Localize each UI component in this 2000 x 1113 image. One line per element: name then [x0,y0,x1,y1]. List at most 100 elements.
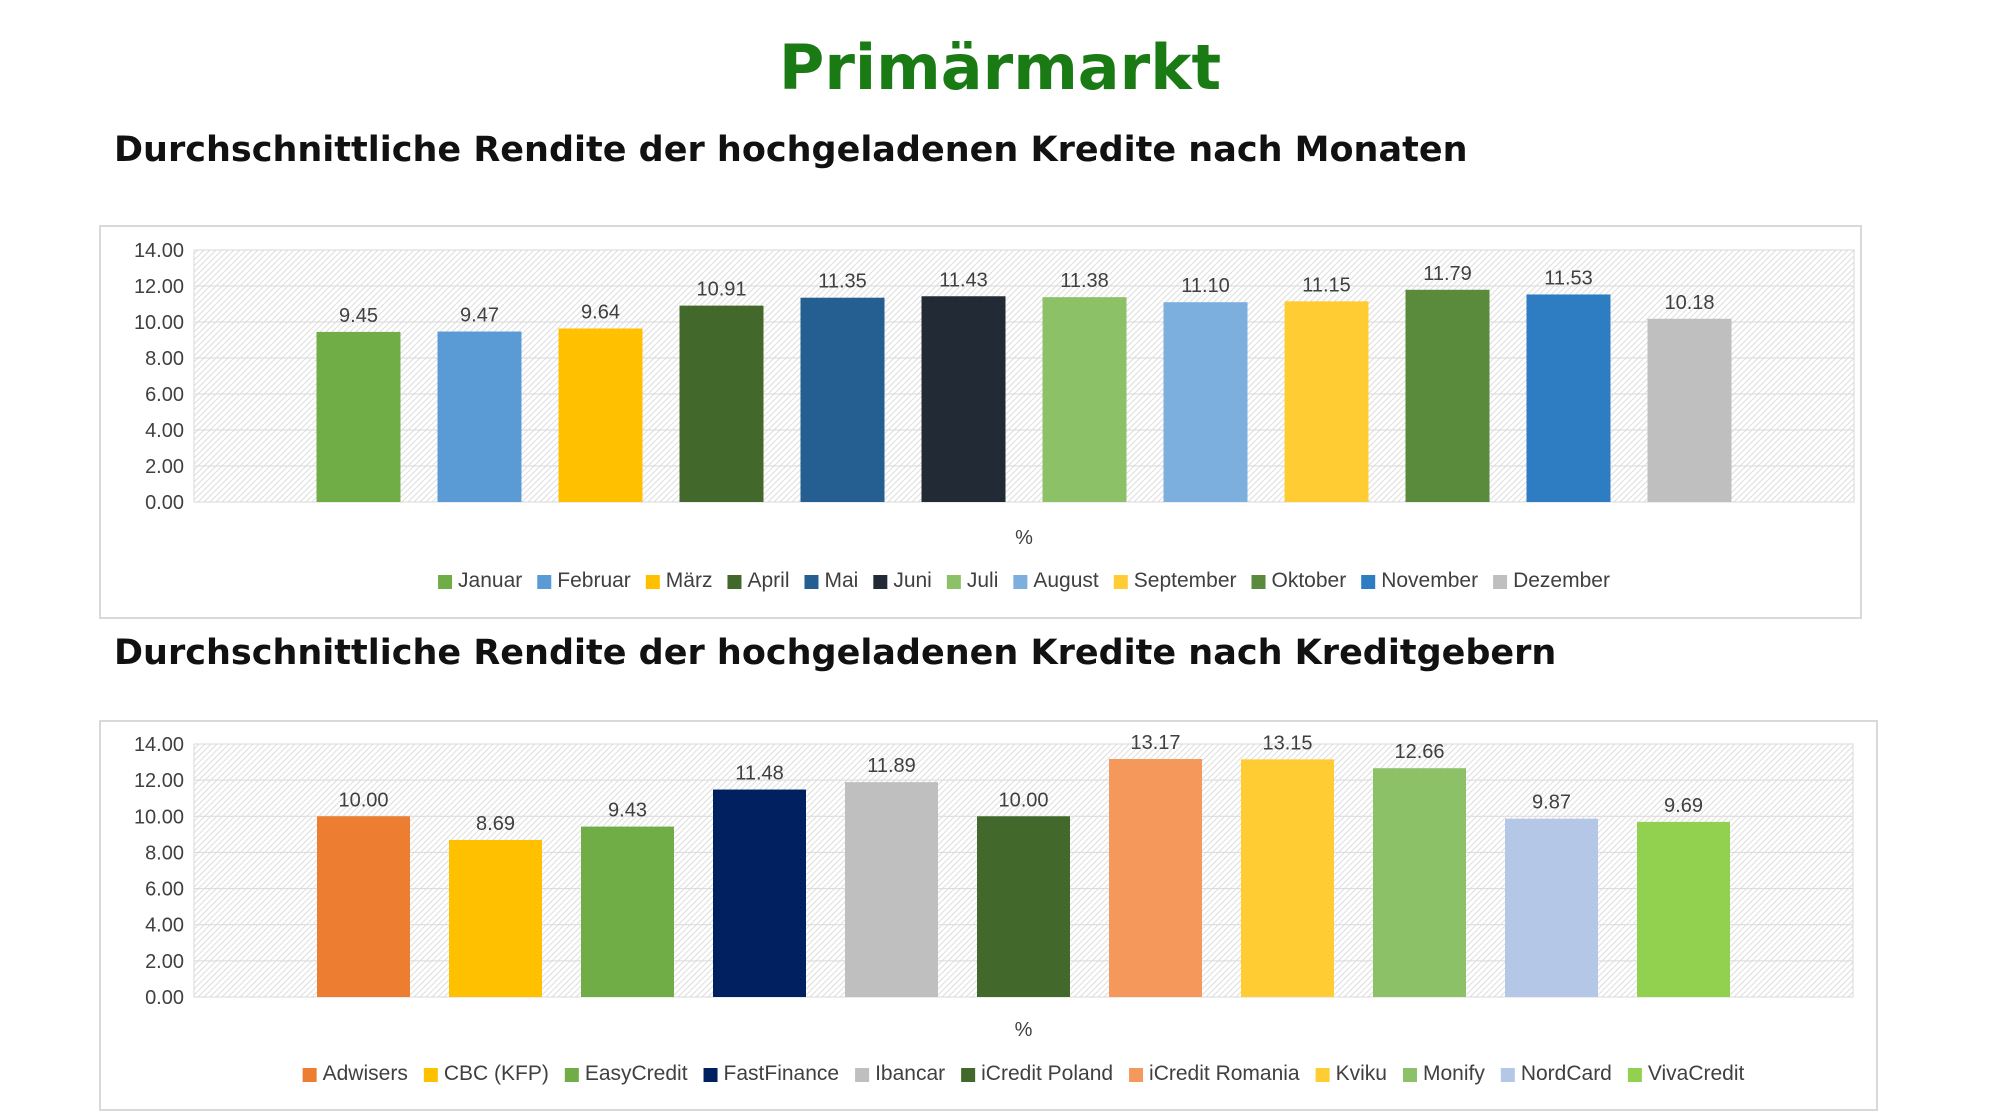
legend-swatch [1500,1068,1515,1082]
month-bar [437,331,522,502]
y-tick-label: 2.00 [145,951,184,973]
lender-bar [1637,821,1730,997]
monthly-chart-frame: 0.00 2.00 4.00 6.00 8.00 10.00 12.00 14.00 9.45 9… [99,225,1862,619]
legend-label: iCredit Poland [981,1062,1113,1085]
y-tick-label: 4.00 [145,915,184,937]
lender-data-label: 9.69 [1664,795,1703,817]
legend-label: VivaCredit [1648,1062,1745,1085]
legend-label: Kviku [1336,1062,1387,1085]
legend-swatch [946,575,961,589]
month-data-label: 9.64 [581,301,620,323]
legend-label: Juni [893,569,932,592]
lender-data-label: 13.15 [1262,732,1312,754]
lender-bar [713,789,806,997]
legend-label: iCredit Romania [1149,1062,1300,1085]
lender-bar [581,826,674,997]
legend-label: FastFinance [724,1062,840,1085]
lender-data-label: 12.66 [1394,741,1444,763]
legend-swatch [564,1068,579,1082]
lender-bar [449,839,542,997]
lender-data-label: 10.00 [998,789,1048,811]
lender-data-label: 8.69 [476,813,515,835]
legend-label: Dezember [1513,569,1610,592]
month-bar [1647,318,1732,502]
legend-label: April [747,569,789,592]
lender-data-label: 10.00 [338,789,388,811]
legend-swatch [1129,1068,1144,1082]
legend-label: März [666,569,713,592]
y-tick-label: 0.00 [145,987,184,1009]
month-data-label: 11.10 [1181,275,1230,297]
y-tick-label: 12.00 [134,770,184,792]
month-data-label: 11.43 [939,269,988,291]
y-tick-label: 2.00 [145,456,184,478]
month-data-label: 9.47 [460,305,499,327]
monthly-chart-title: Durchschnittliche Rendite der hochgelade… [114,130,1468,170]
month-data-label: 11.15 [1302,274,1351,296]
y-tick-label: 10.00 [134,806,184,828]
legend-swatch [855,1068,870,1082]
legend-swatch [1493,575,1508,589]
page-title: Primärmarkt [778,31,1222,104]
legend-label: NordCard [1521,1062,1612,1085]
lender-data-label: 9.87 [1532,792,1571,814]
legend-swatch [302,1068,317,1082]
month-bar [1405,289,1490,502]
y-tick-label: 4.00 [145,420,184,442]
lender-bar [317,816,410,997]
month-bar [1526,294,1611,502]
legend-swatch [1013,575,1028,589]
y-tick-label: 8.00 [145,842,184,864]
legend-swatch [1315,1068,1330,1082]
legend-swatch [1627,1068,1642,1082]
legend-label: Mai [824,569,858,592]
month-data-label: 11.35 [818,271,867,293]
legend-swatch [537,575,552,589]
legend-label: Januar [458,569,522,592]
month-data-label: 11.79 [1423,263,1472,285]
lender-bar [1109,758,1202,997]
legend-swatch [804,575,819,589]
legend-label: Februar [557,569,631,592]
legend-label: Adwisers [323,1062,408,1085]
month-bar [800,297,885,502]
legend-swatch [873,575,888,589]
lender-bar [845,782,938,997]
legend-label: Ibancar [875,1062,945,1085]
legend-swatch [1113,575,1128,589]
lender-data-label: 13.17 [1130,732,1180,754]
lender-chart-frame: 0.00 2.00 4.00 6.00 8.00 10.00 12.00 14.00 10.00… [99,720,1878,1111]
legend-label: November [1381,569,1478,592]
legend-swatch [423,1068,438,1082]
monthly-yield-chart: 0.00 2.00 4.00 6.00 8.00 10.00 12.00 14.00 9.45 9… [134,240,1855,592]
legend-label: Oktober [1272,569,1347,592]
month-data-label: 10.91 [696,279,746,301]
lender-yield-chart: 0.00 2.00 4.00 6.00 8.00 10.00 12.00 14.00 10.00… [134,732,1854,1085]
legend-swatch [1402,1068,1417,1082]
month-data-label: 9.45 [339,305,378,327]
month-bar [921,296,1006,502]
legend-label: CBC (KFP) [444,1062,549,1085]
legend-label: Juli [967,569,999,592]
x-axis-title: % [1015,1019,1033,1041]
legend-swatch [703,1068,718,1082]
y-tick-label: 0.00 [145,492,184,514]
x-axis-title: % [1015,527,1033,549]
lender-data-label: 9.43 [608,800,647,822]
lender-bar [977,816,1070,997]
month-bar [679,305,764,502]
month-bar [1042,297,1127,502]
y-tick-label: 10.00 [134,312,184,334]
legend-label: August [1033,569,1099,592]
lender-data-label: 11.89 [867,755,916,777]
lender-data-label: 11.48 [735,763,784,785]
legend-swatch [961,1068,976,1082]
legend-swatch [1361,575,1376,589]
legend-swatch [438,575,453,589]
legend-label: September [1134,569,1237,592]
lender-bar [1241,759,1334,997]
month-bar [316,331,401,502]
y-tick-label: 6.00 [145,384,184,406]
y-tick-label: 8.00 [145,348,184,370]
legend-label: EasyCredit [585,1062,688,1085]
